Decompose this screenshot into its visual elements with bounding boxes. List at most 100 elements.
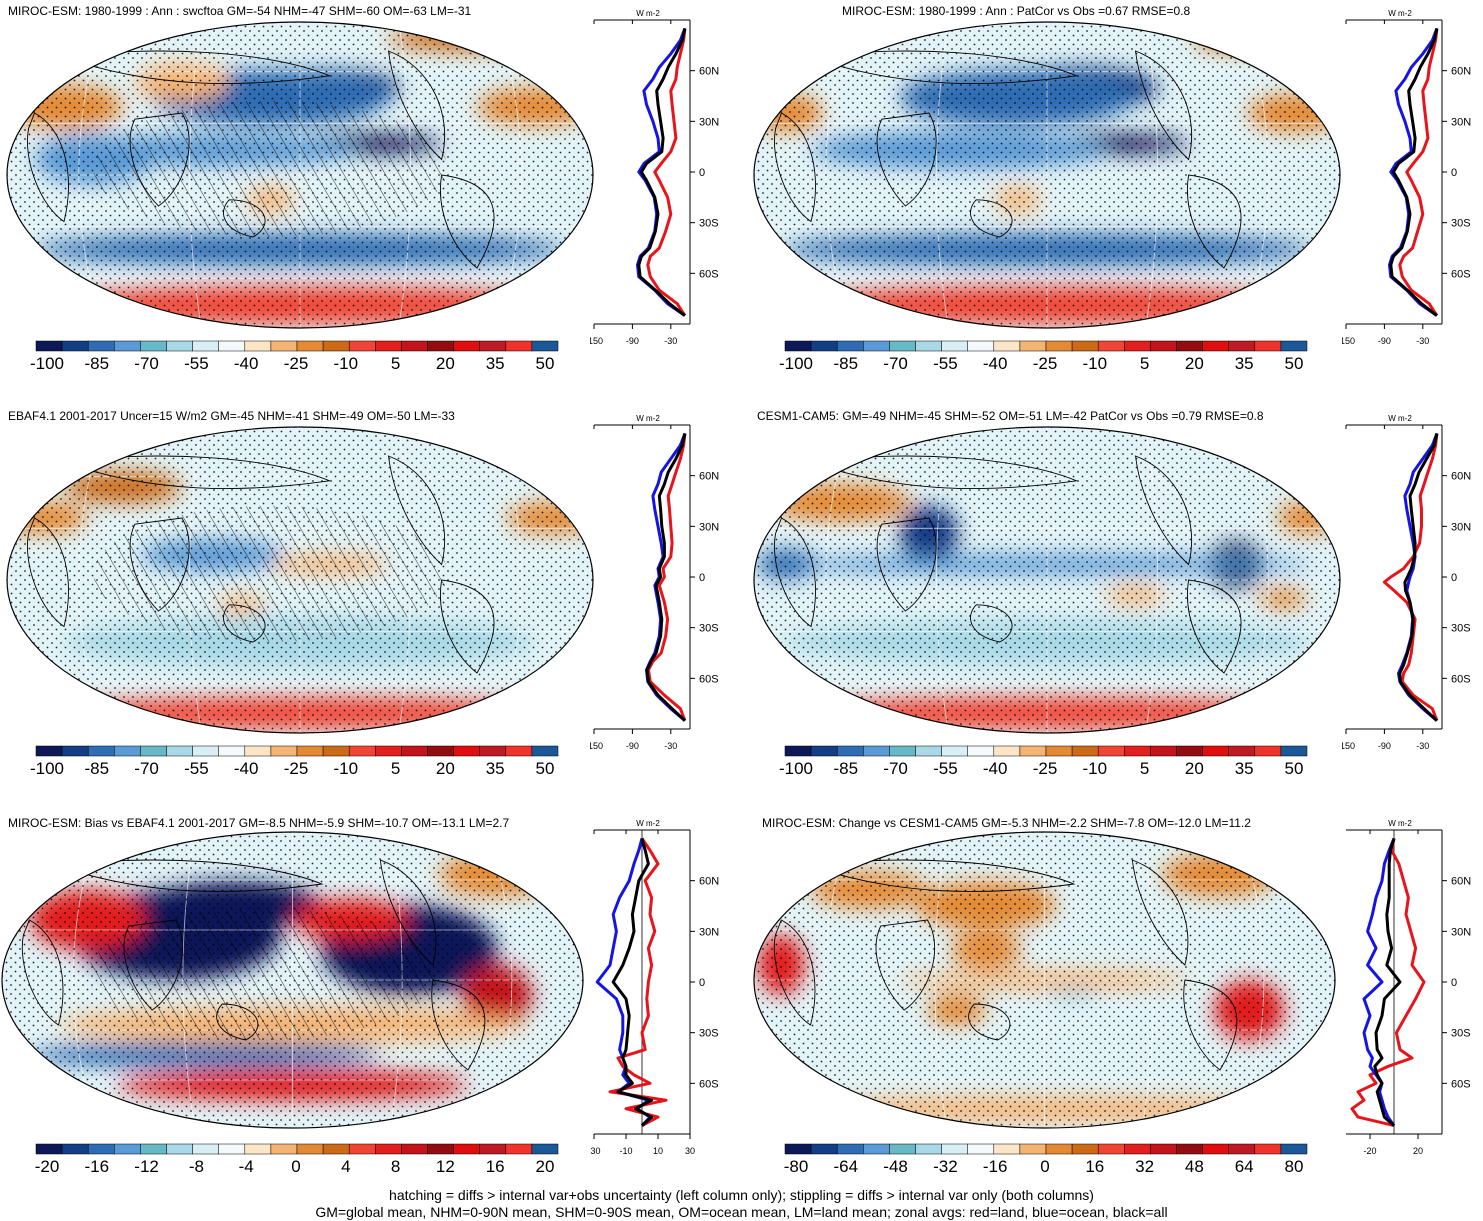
zonal-lat-label: 60S — [1451, 268, 1471, 280]
stippling — [754, 22, 1340, 328]
colorbar-swatch — [140, 745, 167, 757]
colorbar — [784, 745, 1308, 757]
zonal-x-tick-label: -150 — [590, 741, 603, 751]
colorbar-swatch — [505, 745, 533, 757]
panel-title: CESM1-CAM5: GM=-49 NHM=-45 SHM=-52 OM=-5… — [757, 409, 1264, 423]
colorbar-tick-label: -85 — [84, 759, 110, 778]
colorbar-swatch — [1202, 1143, 1229, 1155]
coastline — [440, 579, 495, 674]
colorbar-swatch — [810, 1143, 838, 1155]
zonal-lat-label: 60N — [699, 66, 719, 78]
colorbar-swatch — [427, 745, 454, 757]
colorbar-tick-label: 4 — [341, 1157, 351, 1176]
panel-miroc-change: MIROC-ESM: Change vs CESM1-CAM5 GM=-5.3 … — [742, 810, 1482, 1190]
zonal-lat-label: 30S — [699, 1028, 719, 1040]
zonal-lat-label: 60N — [1451, 471, 1471, 483]
coastline — [875, 919, 936, 1011]
colorbar-swatch — [35, 340, 63, 352]
colorbar-swatch — [296, 1143, 324, 1155]
colorbar-tick-label: 8 — [390, 1157, 401, 1176]
colorbar-swatch — [1045, 340, 1073, 352]
colorbar-tick-label: -10 — [333, 354, 359, 373]
colorbar-tick-label: 50 — [535, 354, 555, 373]
colorbar-swatch — [836, 745, 864, 757]
colorbar-swatch — [87, 745, 115, 757]
colorbar-swatch — [1254, 1143, 1282, 1155]
zonal-lat-label: 30S — [699, 623, 719, 635]
coastline — [216, 1003, 259, 1041]
colorbar-tick-label: 5 — [390, 759, 401, 778]
coastline — [1134, 50, 1193, 161]
colorbar-tick-label: 50 — [1284, 354, 1304, 373]
colorbar-swatch — [810, 745, 838, 757]
zonal-lat-label: 60N — [699, 471, 719, 483]
zonal-lat-label: 60S — [1451, 673, 1471, 685]
zonal-unit-label: W m-2 — [636, 9, 660, 18]
colorbar-swatch — [114, 745, 141, 757]
colorbar-tick-label: -80 — [783, 1157, 809, 1176]
zonal-x-tick-label: -90 — [1378, 741, 1391, 751]
coastline — [876, 517, 937, 612]
zonal-x-tick-label: -10 — [619, 1146, 632, 1156]
zonal-lat-label: 30S — [1451, 623, 1471, 635]
coastline — [1187, 579, 1242, 674]
colorbar-tick-label: -10 — [333, 759, 359, 778]
zonal-mean-plot: W m-2 60N 30N 0 30S 60S -30 -10 10 30 — [590, 819, 719, 1156]
colorbar-tick-label: -100 — [29, 354, 65, 373]
coastline — [970, 604, 1013, 643]
colorbar-tick-label: -16 — [84, 1157, 110, 1176]
zonal-series-red — [1398, 28, 1439, 317]
colorbar-swatch — [784, 340, 812, 352]
world-map — [1, 831, 584, 1129]
colorbar-swatch — [192, 1143, 219, 1155]
coastline — [387, 455, 446, 566]
stippling — [754, 832, 1335, 1128]
colorbar-swatch — [479, 1143, 507, 1155]
coastline — [1131, 859, 1189, 966]
zonal-lat-label: 0 — [1451, 167, 1457, 179]
colorbar-swatch — [61, 745, 89, 757]
colorbar-swatch — [140, 1143, 167, 1155]
coastline — [810, 859, 1076, 892]
coastline — [63, 455, 332, 489]
coastline — [379, 859, 437, 966]
colorbar-swatch — [784, 745, 812, 757]
zonal-lat-label: 60S — [699, 673, 719, 685]
zonal-x-tick-label: 30 — [685, 1146, 695, 1156]
panel-title: MIROC-ESM: Change vs CESM1-CAM5 GM=-5.3 … — [762, 816, 1251, 830]
zonal-mean-plot: W m-2 60N 30N 0 30S 60S -150 -90 -30 — [590, 414, 719, 751]
colorbar-swatch — [1124, 745, 1151, 757]
colorbar-tick-label: -100 — [29, 759, 65, 778]
colorbar-tick-label: 50 — [1284, 759, 1304, 778]
zonal-series-black — [1389, 28, 1439, 317]
zonal-x-tick-label: -30 — [664, 741, 677, 751]
colorbar-tick-label: -70 — [134, 354, 159, 373]
zonal-lat-label: 0 — [1451, 572, 1457, 584]
colorbar-tick-label: 20 — [1184, 354, 1204, 373]
coastline — [27, 517, 69, 628]
colorbar-tick-label: 0 — [291, 1157, 301, 1176]
colorbar-tick-label: 0 — [1040, 1157, 1050, 1176]
colorbar-swatch — [375, 340, 402, 352]
colorbar-swatch — [1071, 1143, 1099, 1155]
zonal-series-red — [646, 28, 687, 317]
zonal-series-black — [1373, 837, 1402, 1127]
colorbar-swatch — [1254, 340, 1282, 352]
colorbar-swatch — [1124, 340, 1151, 352]
zonal-lat-label: 30N — [1451, 521, 1471, 533]
colorbar-swatch — [967, 745, 995, 757]
colorbar-swatch — [1071, 745, 1099, 757]
colorbar-swatch — [348, 1143, 376, 1155]
colorbar-swatch — [993, 1143, 1021, 1155]
colorbar-swatch — [218, 745, 246, 757]
coastline — [968, 1003, 1011, 1041]
colorbar-swatch — [35, 745, 63, 757]
colorbar-swatch — [348, 340, 376, 352]
world-map — [6, 426, 594, 734]
zonal-series-blue — [1362, 837, 1396, 1127]
colorbar-tick-label: -70 — [134, 759, 159, 778]
colorbar-swatch — [531, 340, 559, 352]
colorbar-tick-label: 35 — [1234, 759, 1254, 778]
zonal-series-black — [637, 28, 687, 317]
colorbar-swatch — [1019, 340, 1047, 352]
